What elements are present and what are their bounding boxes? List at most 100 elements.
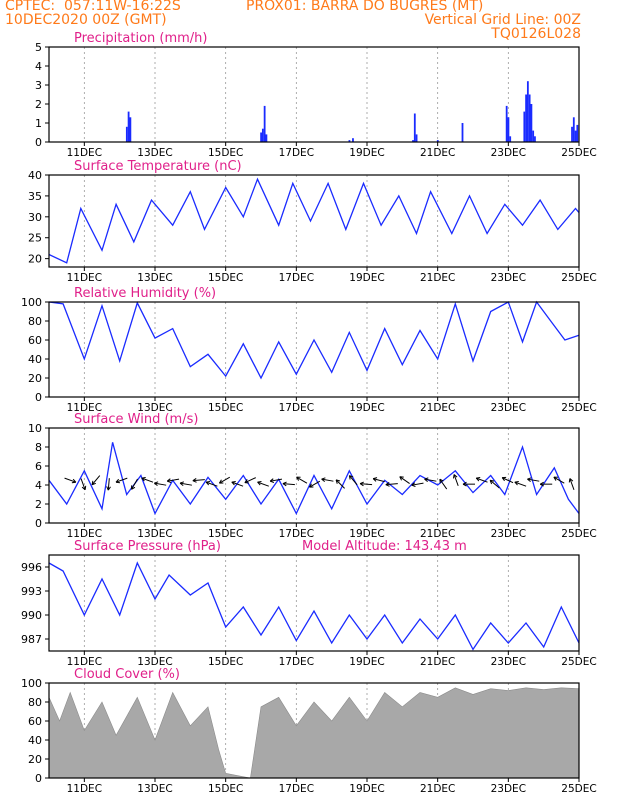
wind-arrow [282, 481, 295, 487]
wind-arrow-shaft [219, 476, 231, 484]
series-line [48, 177, 580, 264]
wind-arrow [462, 481, 476, 487]
wind-arrow-head [514, 481, 518, 486]
wind-arrow [231, 481, 244, 487]
wind-arrow-shaft [231, 481, 244, 487]
wind-arrow-head [115, 478, 120, 483]
y-tick-label: 990 [21, 609, 42, 622]
wind-arrow [64, 477, 77, 484]
wind-arrow-shaft [115, 477, 128, 483]
wind-arrow-shaft [244, 477, 256, 484]
y-tick-label: 40 [28, 353, 42, 366]
wind-arrow-head [321, 478, 326, 482]
y-tick-label: 25 [28, 232, 42, 245]
wind-arrow-shaft [411, 482, 424, 486]
wind-arrow [296, 476, 308, 484]
wind-arrow-shaft [527, 478, 540, 482]
precip-bar [415, 134, 418, 142]
x-tick-label: 13DEC [137, 528, 172, 540]
y-tick-label: 3 [35, 79, 42, 92]
x-tick-label: 21DEC [420, 147, 455, 159]
x-tick-label: 23DEC [491, 147, 526, 159]
wind-arrow-shaft [282, 483, 295, 486]
wind-arrow-head [489, 480, 493, 485]
x-tick-label: 15DEC [208, 402, 243, 414]
wind-arrow-shaft [154, 482, 167, 486]
panel-title: Cloud Cover (%) [74, 667, 180, 682]
wind-arrow-head [348, 475, 351, 480]
wind-arrow-head [296, 476, 300, 481]
y-tick-label: 60 [28, 715, 42, 728]
wind-arrow-shaft [205, 481, 218, 487]
wind-arrow-head [206, 481, 211, 483]
wind-arrow-shaft [192, 479, 205, 482]
precip-bar [526, 81, 529, 142]
panel-frame [48, 427, 580, 524]
wind-arrow-head [269, 478, 274, 482]
wind-arrow-shaft [141, 477, 154, 483]
wind-arrow [179, 481, 192, 486]
precip-bar [265, 134, 268, 142]
wind-arrow-shaft [296, 476, 308, 484]
wind-arrow-shaft [476, 477, 488, 483]
y-tick-label: 35 [28, 190, 42, 203]
panel-2: Relative Humidity (%) 0 20 40 60 80 100 11DEC 13… [21, 286, 597, 414]
x-tick-label: 21DEC [420, 402, 455, 414]
x-tick-label: 19DEC [349, 656, 384, 668]
wind-arrow-head [91, 482, 96, 486]
wind-arrow-head [179, 482, 184, 486]
wind-arrow-head [514, 481, 519, 483]
y-tick-label: 40 [28, 169, 42, 182]
header-station: PROX01: BARRA DO BUGRES (MT) [246, 0, 484, 14]
x-tick-label: 15DEC [208, 147, 243, 159]
wind-arrow-head [553, 476, 557, 481]
x-tick-label: 17DEC [279, 528, 314, 540]
precip-bar [413, 113, 416, 142]
panel-5: Cloud Cover (%) 0 20 40 60 80 100 11DEC 13DEC 15D… [21, 667, 597, 795]
panel-title: Surface Wind (m/s) [74, 412, 198, 427]
wind-arrow-head [453, 474, 458, 478]
y-tick-label: 4 [35, 479, 42, 492]
wind-arrow-head [257, 481, 261, 486]
x-tick-label: 11DEC [67, 272, 102, 284]
precip-bar [127, 111, 130, 142]
x-tick-label: 25DEC [561, 402, 596, 414]
wind-arrow [115, 477, 128, 484]
x-tick-label: 23DEC [491, 783, 526, 795]
wind-arrow-head [205, 481, 210, 486]
precip-bar [261, 128, 264, 142]
wind-arrow-head [131, 486, 136, 490]
x-tick-label: 11DEC [67, 402, 102, 414]
wind-arrow-head [192, 480, 197, 483]
wind-arrow [539, 481, 553, 487]
wind-arrow-head [192, 478, 197, 482]
x-tick-label: 23DEC [491, 528, 526, 540]
wind-arrow-head [411, 484, 416, 487]
y-tick-label: 80 [28, 315, 42, 328]
y-tick-label: 100 [21, 677, 42, 690]
wind-arrow [553, 476, 565, 484]
wind-arrow-shaft [553, 476, 565, 484]
x-tick-label: 25DEC [561, 528, 596, 540]
header-model: TQ0126L028 [491, 26, 581, 42]
y-tick-label: 20 [28, 253, 42, 266]
y-tick-label: 6 [35, 460, 42, 473]
wind-arrow [131, 478, 138, 490]
precip-bar [461, 123, 464, 142]
panel-frame [48, 46, 580, 143]
y-tick-label: 10 [28, 422, 42, 435]
panel-frame [48, 301, 580, 398]
wind-arrow-head [154, 481, 159, 484]
x-tick-label: 21DEC [420, 783, 455, 795]
wind-arrow-head [424, 478, 428, 482]
wind-arrow-shaft [348, 475, 358, 486]
x-tick-label: 23DEC [491, 272, 526, 284]
wind-arrow-head [167, 480, 172, 483]
x-tick-label: 11DEC [67, 147, 102, 159]
wind-arrow-shaft [335, 479, 345, 489]
wind-arrow-shaft [424, 478, 437, 482]
wind-arrow [568, 478, 575, 490]
wind-arrow-shaft [131, 478, 138, 490]
wind-arrow-shaft [385, 483, 398, 486]
